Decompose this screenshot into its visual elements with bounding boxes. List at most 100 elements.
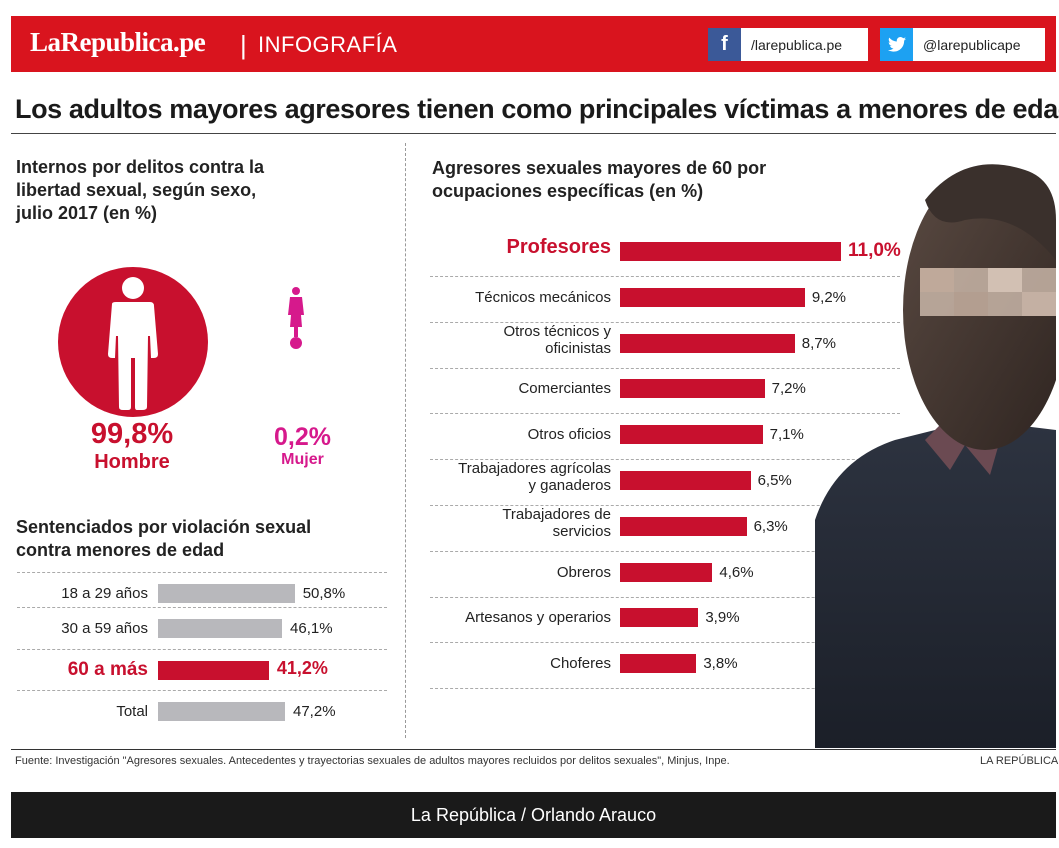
occupation-row-divider: [430, 642, 900, 644]
male-percent: 99,8%: [90, 418, 174, 450]
occupation-bar: [620, 425, 763, 445]
facebook-handle: /larepublica.pe: [751, 36, 843, 53]
age-label: 60 a más: [67, 659, 148, 680]
occupation-label-line: y ganaderos: [528, 477, 611, 494]
occupation-row-divider: [430, 505, 900, 506]
sex-heading-line: Internos por delitos contra la: [16, 157, 265, 177]
occupation-label-line: Comerciantes: [518, 380, 611, 398]
occupation-label-line: servicios: [552, 522, 611, 540]
occupation-bar: [620, 471, 751, 490]
panel-divider: [405, 143, 406, 738]
occupation-label: Comerciantes: [421, 380, 611, 397]
sex-heading-line: libertad sexual, según sexo,: [16, 180, 257, 200]
occupation-label: Choferes: [421, 655, 611, 672]
occupation-bar: [620, 516, 747, 536]
age-row-divider: [17, 607, 387, 608]
occupation-value-label: 8,7%: [801, 334, 836, 352]
female-icon: [288, 287, 304, 349]
sex-heading-line: julio 2017 (en %): [16, 203, 158, 223]
age-heading-line: contra menores de edad: [16, 540, 225, 560]
age-bar: [158, 619, 283, 638]
occupation-bar: [620, 242, 841, 261]
age-row-divider: [17, 572, 387, 573]
occupation-row-divider: [430, 596, 900, 598]
age-panel-heading: Sentenciados por violación sexual contra…: [16, 516, 311, 562]
page-title: Los adultos mayores agresores tienen com…: [15, 94, 1059, 124]
occupation-value-label: 3,8%: [703, 655, 738, 673]
occupation-value-label: 7,1%: [769, 426, 804, 444]
female-label: Mujer: [281, 451, 324, 468]
female-percent: 0,2%: [274, 423, 331, 451]
occupation-label-line: Profesores: [506, 236, 612, 258]
male-icon: [108, 277, 158, 410]
section-label: INFOGRAFÍA: [258, 32, 398, 57]
occupation-value-label: 3,9%: [705, 609, 740, 627]
occupation-label: Trabajadores agrícolas y ganaderos: [421, 460, 611, 494]
occupation-label: Otros oficios: [421, 426, 611, 443]
age-label: Total: [116, 703, 148, 720]
age-label: 18 a 29 años: [61, 585, 148, 602]
elderly-man-photo: [815, 164, 1056, 748]
occupation-bar: [620, 654, 697, 674]
occupation-row-divider: [430, 413, 900, 415]
age-value-label: 50,8%: [302, 585, 346, 602]
occupation-label-line: Otros oficios: [527, 426, 611, 444]
occupation-row-divider: [430, 367, 900, 369]
twitter-link[interactable]: @larepublicape: [880, 28, 1045, 61]
age-bar: [158, 661, 269, 680]
occupation-label-line: Obreros: [556, 563, 611, 581]
occupation-value-label: 9,2%: [811, 288, 847, 306]
occupation-row-divider: [430, 459, 900, 461]
sex-panel-heading: Internos por delitos contra la libertad …: [16, 156, 264, 225]
occupation-value-label: 6,5%: [757, 472, 792, 489]
occupation-label: Técnicos mecánicos: [421, 289, 611, 306]
occupation-label-line: Trabajadores de: [502, 505, 611, 523]
occupation-label: Otros técnicos y oficinistas: [421, 323, 611, 357]
age-bar: [158, 584, 295, 603]
occupation-value-label: 11,0%: [848, 240, 901, 261]
occupation-value-label: 6,3%: [753, 517, 788, 535]
age-heading-line: Sentenciados por violación sexual: [16, 517, 312, 537]
footer-credit: La República / Orlando Arauco: [11, 792, 1056, 838]
brand-separator: |: [240, 30, 247, 60]
twitter-handle: @larepublicape: [923, 36, 1021, 53]
occupation-label: Obreros: [421, 564, 611, 581]
brand-logo[interactable]: LaRepublica.pe: [30, 27, 206, 57]
age-row-divider: [17, 649, 387, 650]
occupation-label-line: Choferes: [550, 655, 611, 673]
occupation-bar: [620, 608, 699, 628]
occupation-label-line: oficinistas: [545, 339, 611, 357]
facebook-link[interactable]: f /larepublica.pe: [708, 28, 868, 61]
age-bar: [158, 702, 285, 721]
occupation-row-divider: [430, 688, 900, 690]
occupation-label-line: Técnicos mecánicos: [475, 288, 611, 306]
occupation-heading-line: ocupaciones específicas (en %): [432, 181, 704, 201]
occupation-value-label: 4,6%: [719, 563, 754, 581]
occupation-bar: [620, 562, 713, 582]
occupation-panel-heading: Agresores sexuales mayores de 60 por ocu…: [432, 157, 766, 203]
age-label: 30 a 59 años: [61, 620, 148, 637]
age-value-label: 47,2%: [293, 703, 336, 720]
occupation-row-divider: [430, 276, 900, 277]
occupation-value-label: 7,2%: [771, 380, 806, 398]
occupation-row-divider: [430, 550, 900, 552]
occupation-heading-line: Agresores sexuales mayores de 60 por: [432, 158, 767, 178]
occupation-label: Artesanos y operarios: [421, 609, 611, 626]
age-value-label: 41,2%: [276, 658, 328, 678]
occupation-row-divider: [430, 321, 900, 323]
title-divider: [11, 133, 1056, 134]
publisher-credit: LA REPÚBLICA: [980, 755, 1059, 767]
occupation-label: Profesores: [421, 236, 612, 258]
occupation-label-line: Trabajadores agrícolas: [458, 460, 611, 477]
male-label: Hombre: [94, 451, 170, 473]
occupation-bar: [620, 379, 765, 399]
age-row-divider: [17, 690, 387, 691]
source-note: Fuente: Investigación "Agresores sexuale…: [15, 755, 730, 767]
footer-divider: [11, 749, 1056, 750]
occupation-label-line: Otros técnicos y: [503, 322, 611, 340]
occupation-label-line: Artesanos y operarios: [465, 609, 611, 627]
twitter-icon: [880, 28, 913, 61]
facebook-icon: f: [708, 28, 741, 61]
age-value-label: 46,1%: [290, 620, 333, 637]
header-bar: LaRepublica.pe | INFOGRAFÍA f /larepubli…: [11, 16, 1056, 72]
